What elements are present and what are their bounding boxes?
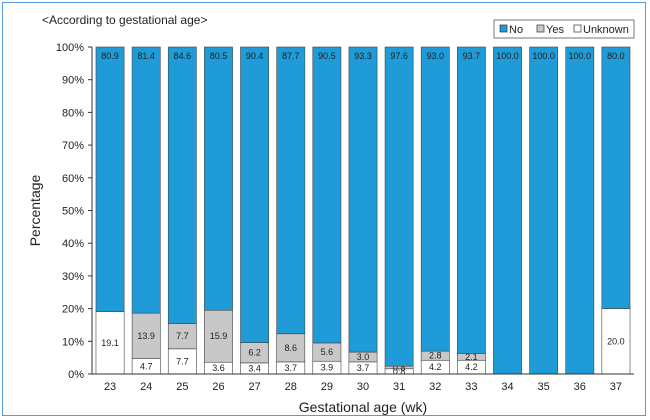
bar-label-no: 80.0 — [607, 51, 625, 61]
bar-label-yes: 8.6 — [284, 343, 297, 353]
bar-label-no: 97.6 — [390, 51, 408, 61]
y-tick-label: 20% — [62, 304, 84, 316]
bar-label-no: 100.0 — [532, 51, 555, 61]
bar-segment-no — [348, 46, 378, 353]
x-tick-label: 29 — [321, 381, 333, 393]
bar-segment-no — [457, 46, 486, 354]
legend-swatch-no — [499, 24, 508, 33]
bar-label-yes: 3.0 — [357, 352, 370, 362]
chart-subtitle: <According to gestational age> — [42, 13, 207, 27]
bar-segment-no — [529, 46, 559, 375]
y-tick-label: 90% — [62, 75, 84, 87]
bar-label-no: 100.0 — [496, 51, 519, 61]
bar-label-no: 93.7 — [463, 51, 481, 61]
bar-segment-yes — [167, 323, 197, 350]
bar-label-yes: 15.9 — [210, 331, 228, 341]
bar-segment-no — [167, 46, 197, 324]
bar-segment-no — [276, 46, 306, 335]
legend-swatch-unknown — [573, 24, 582, 33]
bar-label-no: 90.5 — [318, 51, 336, 61]
bar-segment-yes — [204, 309, 233, 363]
y-tick-label: 30% — [62, 271, 84, 283]
bar-label-unknown: 4.2 — [465, 362, 478, 372]
bar-segment-unknown — [95, 311, 125, 375]
bars: 19.1 80.9 4.7 13.9 81.4 7.7 7.7 84.6 3.6 15.9 80.5… — [95, 46, 631, 376]
bar-label-yes: 7.7 — [176, 331, 189, 341]
x-axis-label: Gestational age (wk) — [299, 399, 427, 415]
x-tick-label: 27 — [248, 381, 260, 393]
bar-segment-no — [420, 46, 450, 352]
bar-label-yes: 2.1 — [465, 352, 478, 362]
bar-label-yes: 2.8 — [429, 351, 442, 361]
bar-label-no: 93.0 — [427, 51, 445, 61]
y-tick-label: 50% — [62, 206, 84, 218]
x-tick-label: 32 — [429, 381, 441, 393]
legend: No Yes Unknown — [493, 19, 635, 39]
bar-label-no: 87.7 — [282, 51, 300, 61]
bar-label-no: 84.6 — [174, 51, 192, 61]
bar-label-unknown: 20.0 — [607, 336, 625, 346]
y-tick-label: 60% — [62, 173, 84, 185]
bar-label-no: 100.0 — [569, 51, 592, 61]
y-axis-label: Percentage — [27, 174, 43, 246]
x-tick-label: 37 — [610, 381, 622, 393]
x-tick-label: 35 — [538, 381, 550, 393]
x-tick-label: 28 — [285, 381, 297, 393]
bar-segment-no — [131, 46, 161, 314]
bar-label-unknown: 3.7 — [357, 363, 370, 373]
legend-label: Yes — [546, 24, 564, 36]
x-tick-label: 24 — [140, 381, 152, 393]
bar-label-unknown: 4.2 — [429, 362, 442, 372]
bar-segment-no — [565, 46, 595, 375]
x-tick-label: 23 — [104, 381, 116, 393]
bar-label-no: 90.4 — [246, 51, 264, 61]
bar-segment-unknown — [167, 348, 197, 375]
bar-label-yes: 5.6 — [321, 347, 334, 357]
legend-label: No — [509, 24, 523, 36]
bar-segment-unknown — [601, 308, 631, 375]
bar-label-unknown: 7.7 — [176, 356, 189, 366]
bar-segment-no — [312, 46, 342, 344]
y-tick-label: 0% — [68, 369, 84, 381]
y-tick-label: 40% — [62, 238, 84, 250]
y-tick-label: 100% — [56, 42, 84, 54]
bar-label-unknown: 3.7 — [284, 363, 297, 373]
bar-label-yes: 6.2 — [248, 348, 261, 358]
y-tick-label: 80% — [62, 107, 84, 119]
x-tick-label: 26 — [212, 381, 224, 393]
x-tick-label: 31 — [393, 381, 405, 393]
x-axis: 23 24 25 26 27 28 29 30 31 32 33 34 35 36 37 — [92, 373, 634, 393]
bar-label-unknown: 0.8 — [393, 366, 406, 376]
y-axis: 0% 10% 20% 30% 40% 50% 60% 70% 80% 90% 100% — [56, 42, 93, 381]
x-tick-label: 30 — [357, 381, 369, 393]
bar-label-unknown: 19.1 — [101, 338, 119, 348]
bar-label-yes: 0.8 — [393, 362, 406, 372]
bar-label-yes: 13.9 — [137, 331, 155, 341]
bar-label-no: 81.4 — [137, 51, 155, 61]
bar-label-unknown: 3.4 — [248, 363, 261, 373]
bar-label-no: 80.9 — [101, 51, 119, 61]
legend-label: Unknown — [583, 24, 629, 36]
bar-label-no: 93.3 — [354, 51, 372, 61]
x-tick-label: 34 — [501, 381, 513, 393]
x-tick-label: 33 — [465, 381, 477, 393]
legend-swatch-yes — [536, 24, 545, 33]
bar-segment-no — [95, 46, 125, 312]
x-tick-label: 36 — [574, 381, 586, 393]
bar-label-unknown: 4.7 — [140, 361, 153, 371]
bar-segment-no — [384, 46, 414, 367]
bar-segment-no — [493, 46, 522, 375]
legend-box — [493, 19, 635, 39]
bar-segment-yes — [276, 333, 306, 363]
bar-segment-no — [204, 46, 233, 311]
bar-segment-no — [601, 46, 631, 309]
bar-label-unknown: 3.6 — [212, 363, 225, 373]
bar-label-no: 80.5 — [210, 51, 228, 61]
bar-segment-no — [240, 46, 269, 343]
y-tick-label: 10% — [62, 336, 84, 348]
bar-label-unknown: 3.9 — [321, 363, 334, 373]
x-tick-label: 25 — [176, 381, 188, 393]
y-tick-label: 70% — [62, 140, 84, 152]
